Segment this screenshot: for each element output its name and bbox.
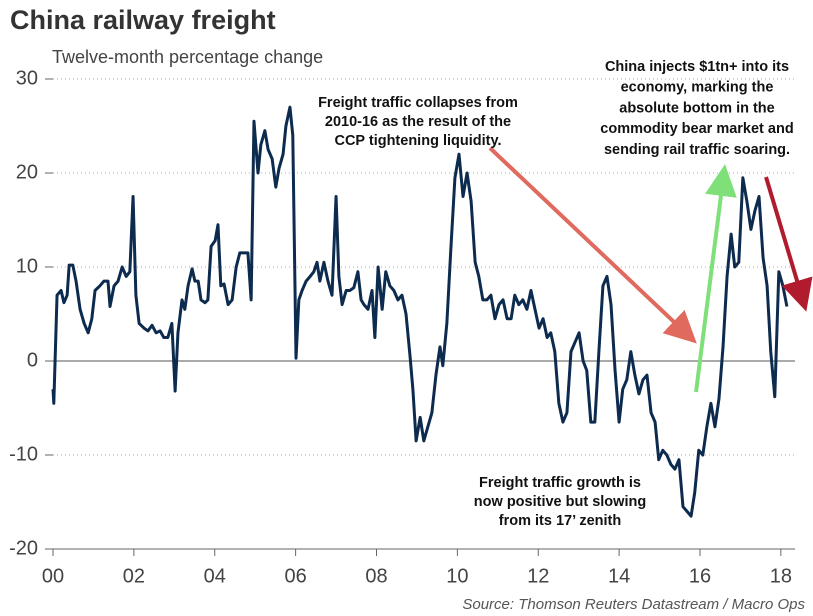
x-tick-label: 08 (365, 565, 387, 587)
annotation: China injects $1tn+ into its (605, 59, 789, 75)
x-tick-label: 04 (204, 565, 226, 587)
y-tick-label: 10 (16, 255, 38, 277)
source: Source: Thomson Reuters Datastream / Mac… (462, 596, 805, 613)
annotation: sending rail traffic soaring. (604, 142, 790, 158)
y-tick-label: -20 (9, 537, 38, 559)
annotation: Freight traffic growth is (479, 475, 641, 491)
x-tick-label: 14 (608, 565, 630, 587)
x-tick-label: 18 (770, 565, 792, 587)
annotation: absolute bottom in the (619, 100, 774, 116)
y-tick-label: 0 (27, 349, 38, 371)
x-tick-label: 12 (527, 565, 549, 587)
annotation: commodity bear market and (600, 121, 793, 137)
annotation: CCP tightening liquidity. (334, 133, 501, 149)
y-tick-label: 30 (16, 67, 38, 89)
arrow (488, 146, 697, 344)
chart-title: China railway freight (10, 5, 276, 35)
annotation: 2010-16 as the result of the (325, 114, 511, 130)
y-tick-label: 20 (16, 161, 38, 183)
annotation: economy, marking the (621, 80, 774, 96)
chart-subtitle: Twelve-month percentage change (52, 47, 323, 67)
line (51, 105, 789, 518)
annotation: now positive but slowing (474, 494, 646, 510)
annotation: from its 17’ zenith (499, 513, 621, 529)
annotation: Freight traffic collapses from (318, 95, 518, 111)
x-tick-label: 16 (689, 565, 711, 587)
x-tick-label: 10 (446, 565, 468, 587)
arrow (694, 164, 737, 393)
x-tick-label: 06 (284, 565, 306, 587)
x-tick-label: 00 (42, 565, 64, 587)
arrow (764, 176, 813, 312)
y-tick-label: -10 (9, 443, 38, 465)
x-tick-label: 02 (123, 565, 145, 587)
